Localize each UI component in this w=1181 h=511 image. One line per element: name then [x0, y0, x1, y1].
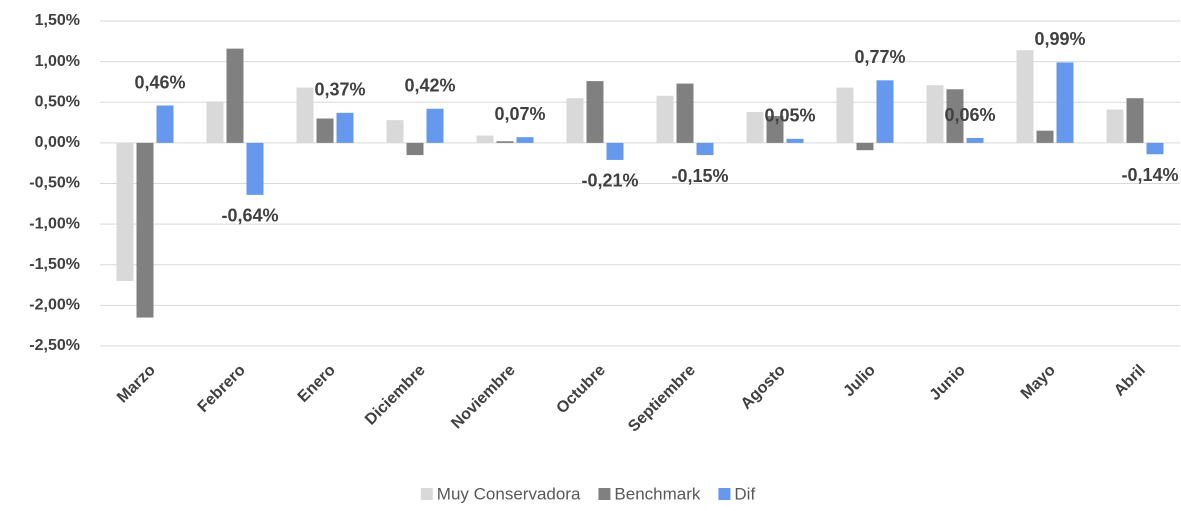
bar — [516, 137, 534, 143]
bar — [566, 98, 584, 143]
bar — [386, 120, 404, 143]
bar — [296, 87, 314, 143]
bar — [116, 142, 134, 281]
bar — [156, 105, 174, 143]
bar — [476, 135, 494, 143]
y-tick-label: -0,50% — [29, 175, 80, 192]
legend-swatch — [718, 488, 731, 500]
bar — [586, 81, 604, 143]
y-tick-label: -1,50% — [29, 256, 80, 273]
y-tick-label: -1,00% — [29, 215, 80, 232]
legend-label: Muy Conservadora — [437, 484, 581, 503]
y-tick-label: 0,00% — [35, 134, 80, 151]
bar — [766, 116, 784, 143]
bar — [836, 87, 854, 143]
x-tick-label: Marzo — [114, 362, 159, 407]
data-label: 0,06% — [944, 105, 995, 125]
y-tick-label: 0,50% — [35, 93, 80, 110]
bar — [1016, 50, 1034, 143]
data-label: -0,64% — [221, 206, 278, 226]
data-label: 0,77% — [854, 47, 905, 67]
legend-label: Dif — [734, 484, 755, 503]
data-label: 0,05% — [764, 106, 815, 126]
bar — [1126, 98, 1144, 143]
bar — [786, 138, 804, 143]
data-label: 0,99% — [1034, 29, 1085, 49]
bar — [966, 138, 984, 143]
bar — [496, 141, 514, 143]
bar — [226, 48, 244, 143]
y-tick-label: -2,50% — [29, 337, 80, 354]
bar — [426, 108, 444, 143]
bar — [676, 83, 694, 143]
x-tick-label: Noviembre — [448, 362, 519, 433]
data-label: 0,37% — [314, 80, 365, 100]
bar — [946, 89, 964, 143]
x-tick-label: Octubre — [553, 362, 608, 417]
x-tick-label: Enero — [295, 362, 339, 406]
legend-swatch — [420, 488, 433, 500]
y-tick-label: 1,00% — [35, 53, 80, 70]
bar — [1036, 130, 1054, 143]
x-tick-label: Diciembre — [362, 362, 429, 429]
legend-label: Benchmark — [614, 484, 700, 503]
bar — [746, 112, 764, 143]
data-label: -0,21% — [581, 171, 638, 191]
bar — [316, 118, 334, 143]
x-tick-label: Septiembre — [625, 362, 699, 436]
bar — [926, 85, 944, 143]
x-tick-label: Abril — [1111, 362, 1149, 400]
x-tick-label: Julio — [840, 362, 879, 401]
bar — [336, 112, 354, 143]
y-tick-label: 1,50% — [35, 12, 80, 29]
x-tick-label: Febrero — [195, 362, 249, 416]
data-label: 0,07% — [494, 104, 545, 124]
data-label: -0,15% — [671, 166, 728, 186]
bar — [606, 142, 624, 160]
bar — [856, 142, 874, 151]
bar — [696, 142, 714, 156]
x-tick-label: Agosto — [738, 362, 789, 413]
bar — [406, 142, 424, 156]
data-label: 0,42% — [404, 76, 455, 96]
bar — [136, 142, 154, 318]
bar — [246, 142, 264, 195]
x-tick-label: Mayo — [1018, 362, 1059, 403]
bar — [876, 80, 894, 143]
bar — [1056, 62, 1074, 143]
data-label: 0,46% — [134, 72, 185, 92]
legend-swatch — [598, 488, 611, 500]
bar — [656, 95, 674, 143]
bar — [1146, 142, 1164, 155]
bar — [206, 101, 224, 143]
bar — [1106, 109, 1124, 143]
x-tick-label: Junio — [927, 362, 969, 404]
y-tick-label: -2,00% — [29, 297, 80, 314]
data-label: -0,14% — [1121, 165, 1178, 185]
